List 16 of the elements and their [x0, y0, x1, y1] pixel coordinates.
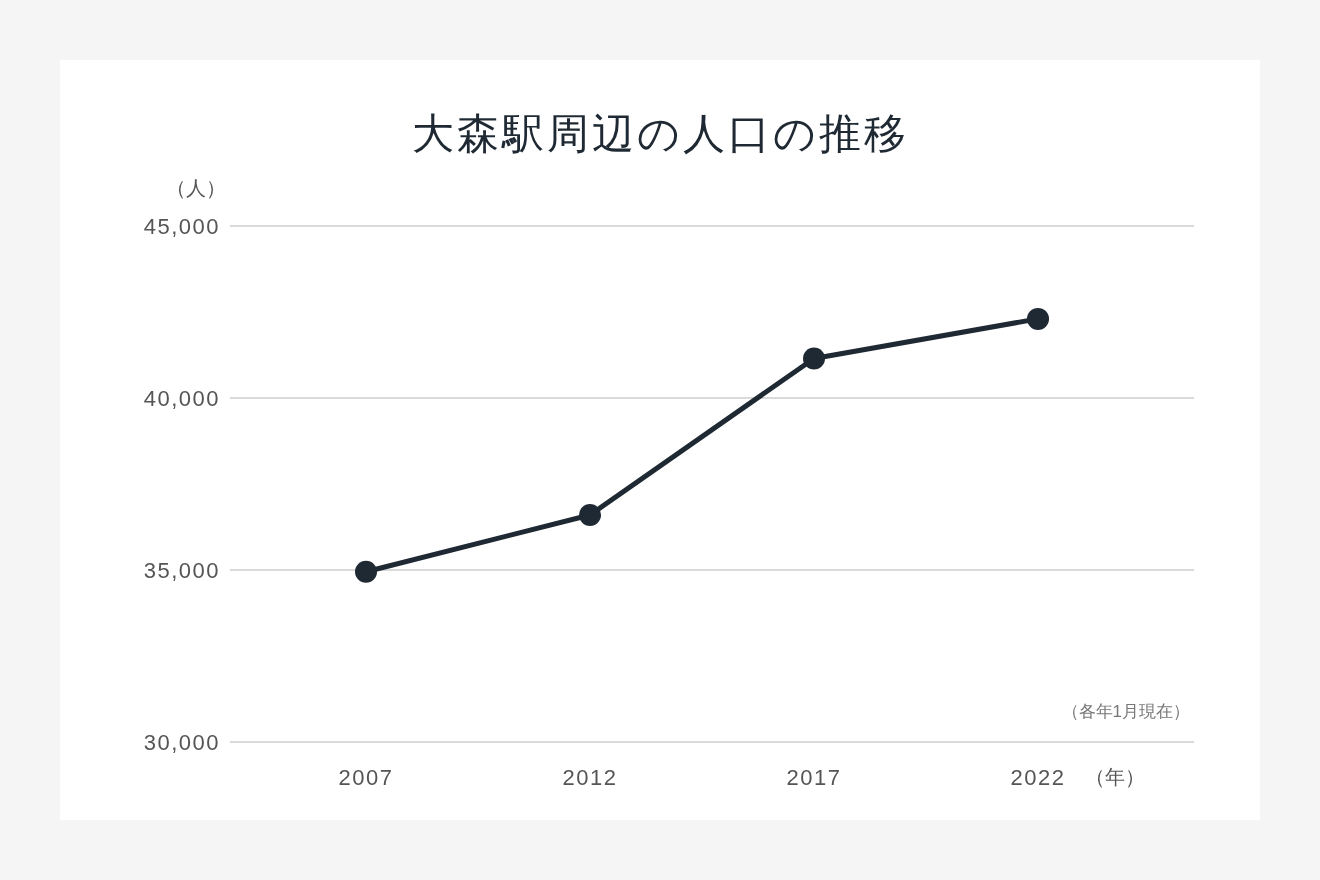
y-tick-label: 30,000 [143, 730, 220, 755]
point [355, 560, 377, 583]
y-tick-label: 40,000 [143, 386, 220, 411]
point [1027, 307, 1049, 330]
chart-title: 大森駅周辺の人口の推移 [411, 110, 909, 157]
x-axis-title: （年） [1085, 766, 1145, 788]
x-tick-label: 2017 [786, 765, 842, 790]
x-tick-label: 2022 [1010, 765, 1066, 790]
y-axis-title: （人） [166, 177, 226, 199]
y-tick-label: 35,000 [143, 558, 220, 583]
point [579, 503, 601, 526]
y-tick-label: 45,000 [143, 214, 220, 239]
x-tick-label: 2007 [338, 765, 394, 790]
x-tick-label: 2012 [562, 765, 618, 790]
point [803, 347, 825, 370]
annotation: （各年1月現在） [1061, 702, 1190, 721]
